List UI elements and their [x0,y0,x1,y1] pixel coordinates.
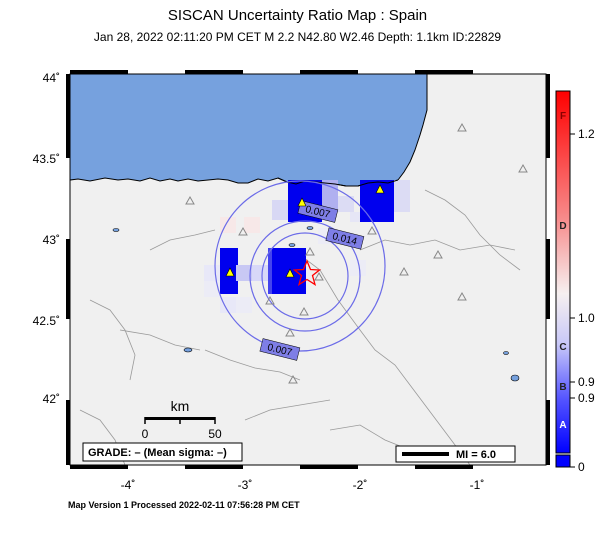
lat-label: 43˚ [43,233,60,247]
station-active-icon [297,197,307,207]
lat-label: 42.5˚ [33,314,60,328]
map-title: SISCAN Uncertainty Ratio Map : Spain [167,7,428,24]
scale-unit: km [171,398,190,414]
event-subtitle: Jan 28, 2022 02:11:20 PM CET M 2.2 N42.8… [93,30,502,44]
station-active-icon [375,184,385,194]
lat-label: 42˚ [43,392,60,406]
scale-start: 0 [142,427,149,441]
mi-legend-text: MI = 6.0 [456,449,496,461]
stations-inactive [185,122,528,384]
station-icon [288,374,298,384]
station-icon [299,306,309,316]
colorbar: F D C B A 1.2 1.0 0.9 0.9 0 [555,90,595,474]
grade-text: GRADE: – (Mean sigma: –) [88,447,227,459]
lon-label: -4˚ [121,478,136,492]
frame-ticks [66,70,550,469]
lon-label: -2˚ [353,478,368,492]
lat-label: 43.5˚ [33,152,60,166]
colorbar-letter: F [560,111,566,122]
station-icon [433,249,443,259]
station-active-icon [225,267,235,277]
latitude-labels: 44˚ 43.5˚ 43˚ 42.5˚ 42˚ [33,71,60,406]
mi-legend: MI = 6.0 [395,445,516,463]
epicenter-star-icon [292,259,322,286]
station-icon [238,226,248,236]
lat-label: 44˚ [43,71,60,85]
station-icon [305,246,315,256]
colorbar-letter: A [559,420,566,431]
colorbar-tick-label: 0.9 [578,391,595,405]
colorbar-tick-label: 1.0 [578,311,595,325]
station-active-icon [285,268,295,278]
station-icon [518,163,528,173]
station-icon [314,271,324,281]
lon-label: -1˚ [470,478,485,492]
stations-active [225,184,385,278]
scale-bar: km 0 50 [142,398,222,441]
colorbar-tick-label: 1.2 [578,127,595,141]
colorbar-letter: D [559,221,566,232]
longitude-labels: -4˚ -3˚ -2˚ -1˚ [121,478,485,492]
lon-label: -3˚ [238,478,253,492]
station-icon [285,327,295,337]
colorbar-letter: B [559,382,566,393]
station-icon [399,266,409,276]
contour-labels: 0.007 0.014 0.007 [259,200,365,361]
sea-area [69,73,428,187]
station-icon [367,225,377,235]
uncertainty-cells [204,180,410,313]
station-icon [457,291,467,301]
colorbar-tick-label: 0 [578,460,585,474]
scale-end: 50 [208,427,222,441]
processing-footer: Map Version 1 Processed 2022-02-11 07:56… [68,500,300,510]
colorbar-tick-label: 0.9 [578,375,595,389]
reservoirs [112,226,520,382]
uncertainty-contours [214,180,386,352]
station-icon [185,195,195,205]
grade-box: GRADE: – (Mean sigma: –) [82,442,243,462]
coastline [277,177,399,187]
station-icon [457,122,467,132]
colorbar-letter: C [559,342,566,353]
station-icon [265,295,275,305]
